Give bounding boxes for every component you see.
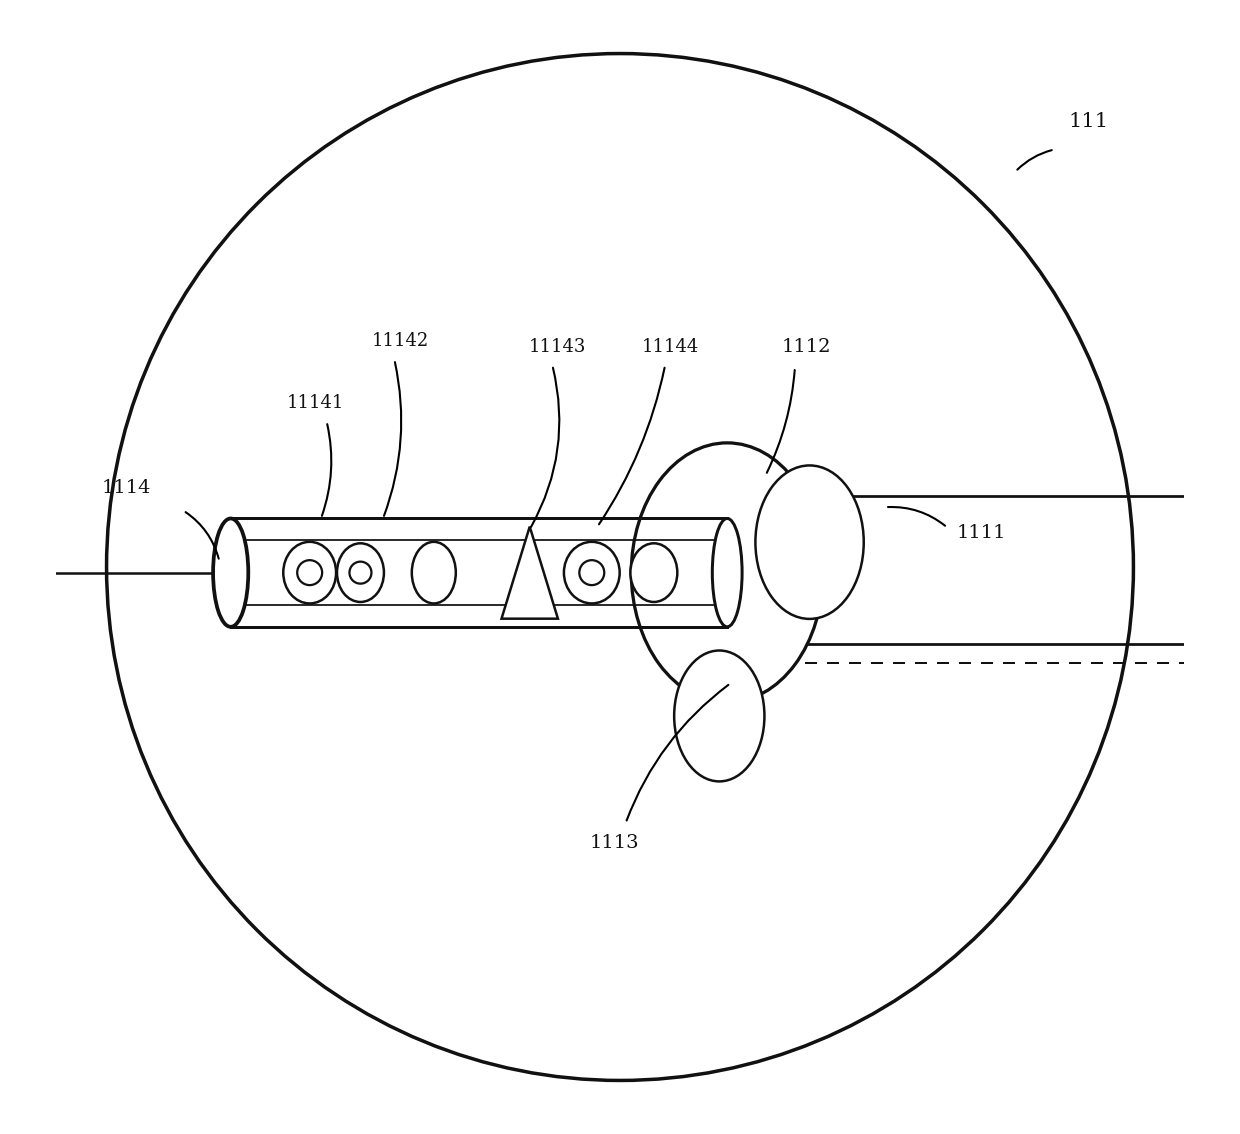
Ellipse shape — [630, 543, 677, 602]
Ellipse shape — [564, 542, 620, 603]
Text: 111: 111 — [1068, 112, 1109, 130]
Polygon shape — [501, 526, 558, 619]
Text: 11143: 11143 — [529, 338, 587, 356]
Text: 1112: 1112 — [781, 338, 831, 356]
Ellipse shape — [213, 518, 248, 627]
Text: 11144: 11144 — [642, 338, 699, 356]
Text: 11141: 11141 — [286, 395, 343, 413]
Ellipse shape — [412, 542, 456, 603]
Text: 11142: 11142 — [371, 332, 429, 350]
Ellipse shape — [579, 560, 604, 585]
Text: 1111: 1111 — [956, 524, 1006, 542]
Text: 1113: 1113 — [589, 835, 639, 853]
Ellipse shape — [675, 651, 764, 781]
Ellipse shape — [631, 443, 823, 702]
Text: 1114: 1114 — [102, 479, 151, 497]
Ellipse shape — [350, 561, 372, 584]
Ellipse shape — [337, 543, 384, 602]
Ellipse shape — [298, 560, 322, 585]
Ellipse shape — [755, 465, 864, 619]
Ellipse shape — [712, 518, 742, 627]
Ellipse shape — [283, 542, 336, 603]
